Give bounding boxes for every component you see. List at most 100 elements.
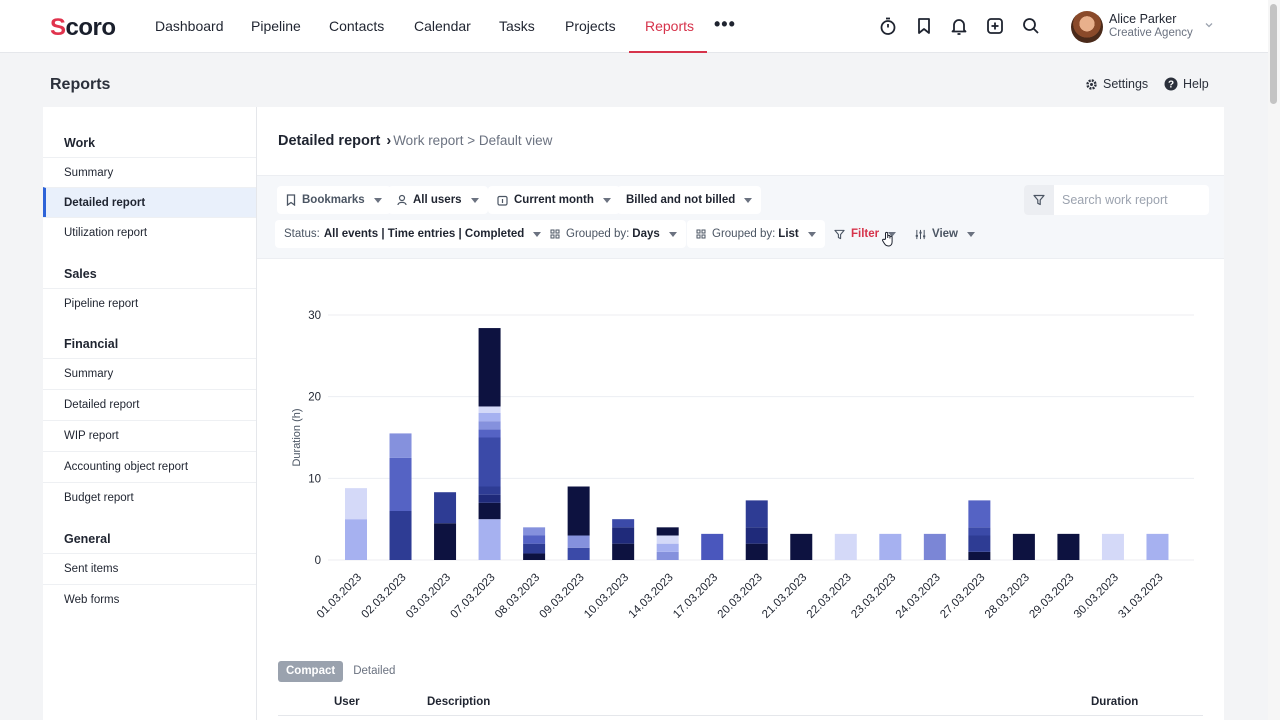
search-input[interactable]: [1054, 185, 1209, 215]
nav-calendar[interactable]: Calendar: [414, 18, 471, 34]
x-tick-label: 22.03.2023: [805, 572, 854, 621]
user-icon: [397, 194, 407, 206]
caret-down-icon: [888, 231, 897, 237]
sliders-icon: [915, 229, 926, 239]
nav-reports[interactable]: Reports: [645, 18, 695, 34]
status-filter-dropdown[interactable]: Status: All events | Time entries | Comp…: [275, 220, 551, 248]
search-work-report: [1024, 185, 1209, 215]
x-tick-label: 23.03.2023: [849, 572, 898, 621]
bookmarks-label: Bookmarks: [302, 194, 365, 206]
x-tick-label: 14.03.2023: [627, 572, 676, 621]
x-tick-label: 20.03.2023: [716, 572, 765, 621]
calendar-icon: [497, 195, 508, 206]
nav-tasks[interactable]: Tasks: [499, 18, 535, 34]
x-tick-label: 30.03.2023: [1072, 572, 1121, 621]
scrollbar-thumb[interactable]: [1270, 4, 1277, 104]
grid-icon: [550, 229, 560, 239]
caret-down-icon: [744, 197, 753, 203]
bell-icon[interactable]: [949, 16, 969, 36]
bookmarks-dropdown[interactable]: Bookmarks: [277, 186, 391, 214]
caret-down-icon: [668, 231, 677, 237]
x-tick-label: 09.03.2023: [538, 572, 587, 621]
nav-contacts[interactable]: Contacts: [329, 18, 385, 34]
bar-segment: [478, 429, 501, 438]
scoro-logo[interactable]: Scoro: [50, 14, 116, 42]
sidebar-item-work-detailed-report[interactable]: Detailed report: [43, 187, 256, 217]
bar-segment: [745, 500, 768, 528]
bar-segment: [345, 519, 367, 560]
sidebar-item-utilization-report[interactable]: Utilization report: [43, 217, 256, 247]
user-menu[interactable]: Alice Parker Creative Agency: [1068, 8, 1224, 46]
detailed-toggle[interactable]: Detailed: [353, 665, 396, 677]
help-label: Help: [1183, 77, 1209, 91]
table-mode-toggle: Compact Detailed: [278, 661, 403, 682]
group-by-days-prefix: Grouped by:: [566, 228, 630, 240]
column-header-duration[interactable]: Duration: [1091, 696, 1139, 708]
help-link[interactable]: ? Help: [1164, 77, 1209, 91]
bar-segment: [523, 527, 546, 536]
sidebar-item-wip-report[interactable]: WIP report: [43, 420, 256, 450]
compact-toggle[interactable]: Compact: [278, 661, 344, 682]
bar-segment: [968, 500, 991, 528]
report-panel: Detailed report › Work report > Default vi…: [257, 107, 1224, 720]
bar-segment: [478, 486, 501, 495]
search-icon[interactable]: [1021, 16, 1041, 36]
active-nav-indicator: [629, 51, 707, 53]
bar-segment: [567, 547, 590, 560]
group-by-days-dropdown[interactable]: Grouped by: Days: [541, 220, 686, 248]
billing-dropdown[interactable]: Billed and not billed: [617, 186, 762, 214]
sidebar-item-financial-summary[interactable]: Summary: [43, 358, 256, 388]
sidebar-item-sent-items[interactable]: Sent items: [43, 553, 256, 583]
y-tick-label: 20: [308, 392, 321, 404]
bar-segment: [567, 486, 590, 536]
column-header-user[interactable]: User: [334, 696, 360, 708]
bar-segment: [834, 533, 857, 560]
x-tick-label: 07.03.2023: [449, 572, 498, 621]
bookmark-icon[interactable]: [914, 16, 934, 36]
bar-segment: [656, 551, 679, 560]
breadcrumb-path[interactable]: Work report > Default view: [393, 133, 553, 148]
nav-pipeline[interactable]: Pipeline: [251, 18, 301, 34]
bar-segment: [389, 457, 412, 511]
table-header-divider: [278, 715, 1203, 716]
bar-segment: [478, 494, 501, 503]
view-dropdown[interactable]: View: [915, 228, 975, 240]
bar-segment: [478, 437, 501, 487]
add-icon[interactable]: [985, 16, 1005, 36]
nav-projects[interactable]: Projects: [565, 18, 616, 34]
sidebar-item-web-forms[interactable]: Web forms: [43, 584, 256, 614]
sidebar-item-accounting-object-report[interactable]: Accounting object report: [43, 451, 256, 481]
period-dropdown[interactable]: Current month: [488, 186, 620, 214]
group-by-list-prefix: Grouped by:: [712, 228, 776, 240]
view-label: View: [932, 228, 958, 240]
nav-dashboard[interactable]: Dashboard: [155, 18, 224, 34]
caret-down-icon: [373, 197, 382, 203]
bar-segment: [790, 533, 813, 560]
filter-button[interactable]: Filter: [834, 228, 897, 240]
bar-segment: [612, 519, 635, 528]
bar-segment: [345, 488, 367, 520]
filter-search-icon[interactable]: [1024, 185, 1054, 215]
group-by-list-dropdown[interactable]: Grouped by: List: [687, 220, 825, 248]
hand-cursor-icon: [882, 231, 893, 247]
sidebar-item-financial-detailed-report[interactable]: Detailed report: [43, 389, 256, 419]
x-tick-label: 02.03.2023: [359, 572, 408, 621]
help-icon: ?: [1164, 77, 1178, 91]
bar-segment: [1146, 533, 1169, 560]
sidebar-item-work-summary[interactable]: Summary: [43, 157, 256, 187]
page-scrollbar[interactable]: [1268, 0, 1280, 720]
sidebar-heading-general: General: [64, 532, 111, 546]
timer-icon[interactable]: [878, 16, 898, 36]
x-tick-label: 21.03.2023: [760, 572, 809, 621]
bar-segment: [701, 533, 724, 560]
more-menu-icon[interactable]: •••: [714, 14, 736, 34]
breadcrumb-current: Detailed report: [278, 133, 381, 149]
column-header-description[interactable]: Description: [427, 696, 491, 708]
sidebar-item-budget-report[interactable]: Budget report: [43, 482, 256, 512]
sidebar-item-pipeline-report[interactable]: Pipeline report: [43, 288, 256, 318]
settings-link[interactable]: Settings: [1085, 77, 1148, 91]
users-dropdown[interactable]: All users: [388, 186, 488, 214]
bar-segment: [656, 535, 679, 544]
caret-down-icon: [533, 231, 542, 237]
x-tick-label: 01.03.2023: [315, 572, 364, 621]
